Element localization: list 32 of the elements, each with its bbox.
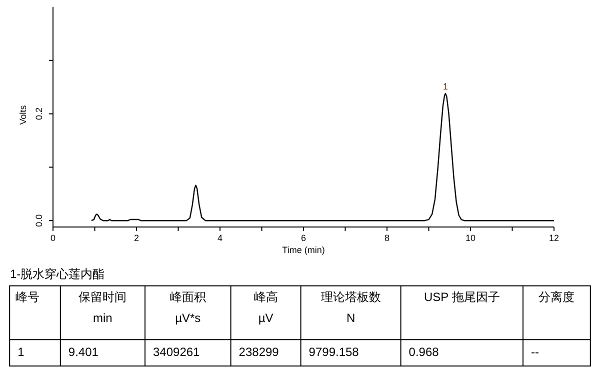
text: µV (258, 311, 274, 325)
x-tick-label: 6 (300, 233, 306, 243)
x-axis-title: Time (min) (282, 245, 325, 255)
x-tick-label: 8 (384, 233, 390, 243)
x-tick-label: 4 (217, 233, 223, 243)
line-series (90, 92, 555, 222)
text: 峰高 (254, 290, 278, 304)
text: min (93, 311, 112, 325)
x-tick-label: 2 (134, 233, 140, 243)
x-tick-label: 12 (548, 233, 560, 243)
text: 238299 (238, 345, 280, 359)
x-tick-label: 0 (50, 233, 56, 243)
text: µV*s (175, 311, 201, 325)
annotation: 1 (442, 82, 448, 92)
text: 0.968 (408, 345, 440, 359)
text: 峰面积 (170, 290, 206, 304)
text: 分离度 (538, 290, 575, 304)
text: 9.401 (68, 345, 99, 359)
y-axis-title: Volts (18, 104, 28, 125)
text: USP 拖尾因子 (424, 290, 500, 304)
y-tick-label: 0.0 (34, 214, 44, 227)
text: -- (531, 345, 539, 359)
text: 3409261 (153, 345, 200, 359)
x-tick-label: 10 (465, 233, 476, 243)
text: 1-脱水穿心莲内酯 (10, 267, 105, 281)
text: 保留时间 (78, 290, 127, 304)
text: N (346, 311, 356, 325)
y-tick-label: 0.2 (34, 108, 44, 120)
text: 9799.158 (308, 345, 360, 359)
text: 理论塔板数 (320, 290, 381, 304)
text: 1 (18, 345, 25, 359)
text: 峰号 (16, 290, 40, 304)
